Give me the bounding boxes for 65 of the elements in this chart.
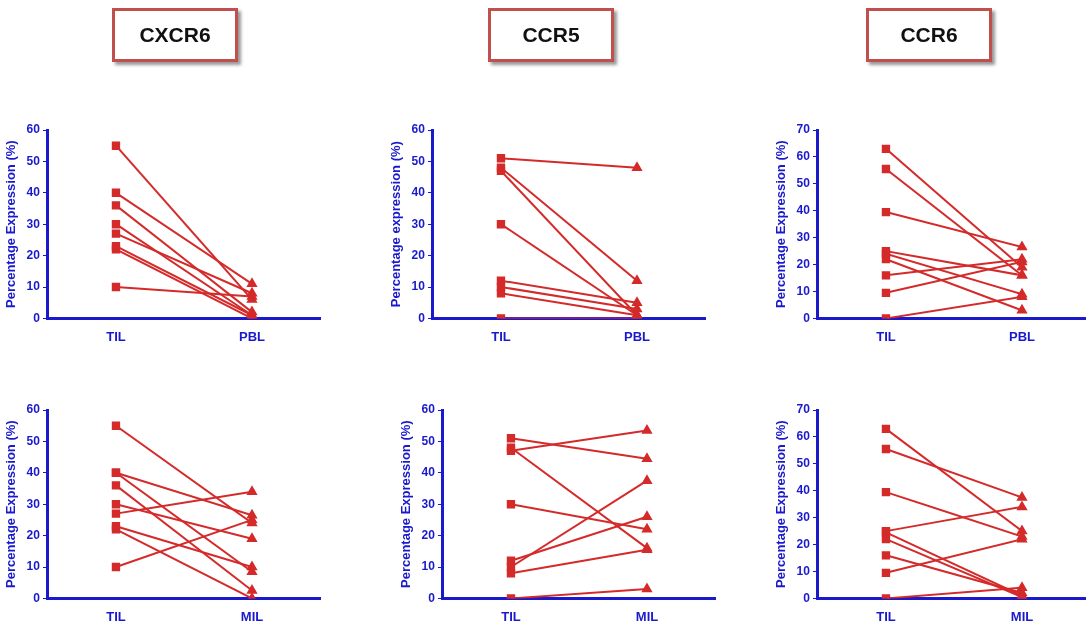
y-tick-label: 60	[26, 402, 41, 417]
x-tick-label: MIL	[240, 608, 264, 624]
y-tick-label: 0	[33, 590, 41, 605]
y-tick-label: 60	[796, 149, 811, 164]
chart-title: CCR6	[866, 8, 992, 62]
x-tick-label: PBL	[623, 328, 651, 344]
y-tick-label: 10	[796, 563, 811, 578]
y-tick-label: 30	[26, 496, 41, 511]
chart-title: CXCR6	[112, 8, 238, 62]
y-tick-label: 40	[26, 185, 41, 200]
y-tick-label: 30	[796, 229, 811, 244]
y-tick-label: 10	[26, 559, 41, 574]
y-tick-label: 60	[26, 122, 41, 137]
x-tick-label: TIL	[501, 608, 521, 624]
y-tick-label: 40	[796, 483, 811, 498]
y-tick-label: 40	[796, 203, 811, 218]
y-axis-title: Percentage Expression (%)	[398, 420, 414, 589]
y-tick-label: 50	[796, 176, 811, 191]
y-tick-label: 30	[26, 216, 41, 231]
x-tick-label: MIL	[1010, 608, 1034, 624]
y-tick-label: 40	[26, 465, 41, 480]
y-axis-title: Percentage Expression (%)	[773, 420, 789, 589]
y-tick-label: 20	[26, 247, 41, 262]
y-tick-label: 30	[796, 509, 811, 524]
x-tick-label: PBL	[238, 328, 266, 344]
y-tick-label: 0	[803, 310, 811, 325]
x-tick-label: MIL	[635, 608, 659, 624]
x-tick-label: TIL	[876, 328, 896, 344]
x-tick-label: TIL	[876, 608, 896, 624]
y-axis-title: Percentage Expression (%)	[3, 420, 19, 589]
y-tick-label: 50	[26, 433, 41, 448]
y-axis-title: Percentage Expression (%)	[3, 140, 19, 309]
y-tick-label: 20	[26, 527, 41, 542]
x-tick-label: PBL	[1008, 328, 1036, 344]
y-tick-label: 50	[411, 153, 426, 168]
y-tick-label: 60	[796, 429, 811, 444]
y-tick-label: 30	[421, 496, 436, 511]
y-tick-label: 60	[421, 402, 436, 417]
y-tick-label: 10	[26, 279, 41, 294]
y-tick-label: 20	[421, 527, 436, 542]
chart-title: CCR5	[488, 8, 614, 62]
y-tick-label: 10	[421, 559, 436, 574]
y-tick-label: 40	[411, 185, 426, 200]
y-tick-label: 10	[796, 283, 811, 298]
y-tick-label: 0	[33, 310, 41, 325]
y-tick-label: 10	[411, 279, 426, 294]
y-tick-label: 20	[411, 247, 426, 262]
y-tick-label: 70	[796, 122, 811, 137]
y-tick-label: 20	[796, 256, 811, 271]
y-tick-label: 30	[411, 216, 426, 231]
y-tick-label: 0	[803, 590, 811, 605]
y-axis-title: Percentage Expression (%)	[773, 140, 789, 309]
y-tick-label: 40	[421, 465, 436, 480]
x-tick-label: TIL	[106, 328, 126, 344]
y-tick-label: 50	[26, 153, 41, 168]
x-tick-label: TIL	[106, 608, 126, 624]
y-tick-label: 0	[418, 310, 426, 325]
y-tick-label: 70	[796, 402, 811, 417]
y-axis-title: Percentage expression (%)	[388, 141, 404, 308]
y-tick-label: 60	[411, 122, 426, 137]
y-tick-label: 50	[421, 433, 436, 448]
y-tick-label: 50	[796, 456, 811, 471]
y-tick-label: 0	[428, 590, 436, 605]
x-tick-label: TIL	[491, 328, 511, 344]
y-tick-label: 20	[796, 536, 811, 551]
